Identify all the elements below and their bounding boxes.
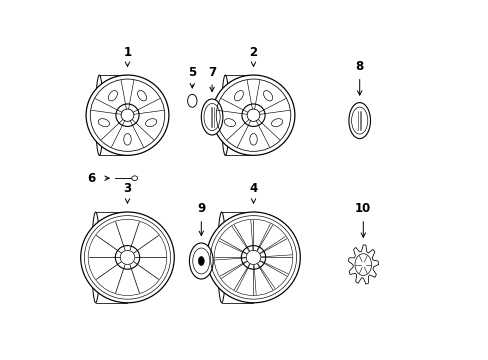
Text: 8: 8 <box>355 60 363 73</box>
Text: 4: 4 <box>249 183 257 195</box>
Text: 5: 5 <box>188 66 196 78</box>
Text: 7: 7 <box>207 66 216 78</box>
Ellipse shape <box>354 254 371 275</box>
Ellipse shape <box>81 212 174 303</box>
Ellipse shape <box>241 246 265 269</box>
Text: 3: 3 <box>123 183 131 195</box>
Ellipse shape <box>212 75 294 156</box>
Ellipse shape <box>348 103 370 139</box>
Ellipse shape <box>115 246 140 269</box>
Ellipse shape <box>132 176 137 180</box>
Text: 6: 6 <box>87 172 96 185</box>
Text: 1: 1 <box>123 46 131 59</box>
Ellipse shape <box>206 212 300 303</box>
Ellipse shape <box>201 99 223 135</box>
Text: 2: 2 <box>249 46 257 59</box>
Text: 9: 9 <box>197 202 205 215</box>
Text: 10: 10 <box>354 202 371 215</box>
Ellipse shape <box>189 243 213 279</box>
Ellipse shape <box>242 104 264 126</box>
Ellipse shape <box>198 256 204 265</box>
Ellipse shape <box>86 75 168 156</box>
Ellipse shape <box>187 94 197 107</box>
Ellipse shape <box>116 104 139 126</box>
